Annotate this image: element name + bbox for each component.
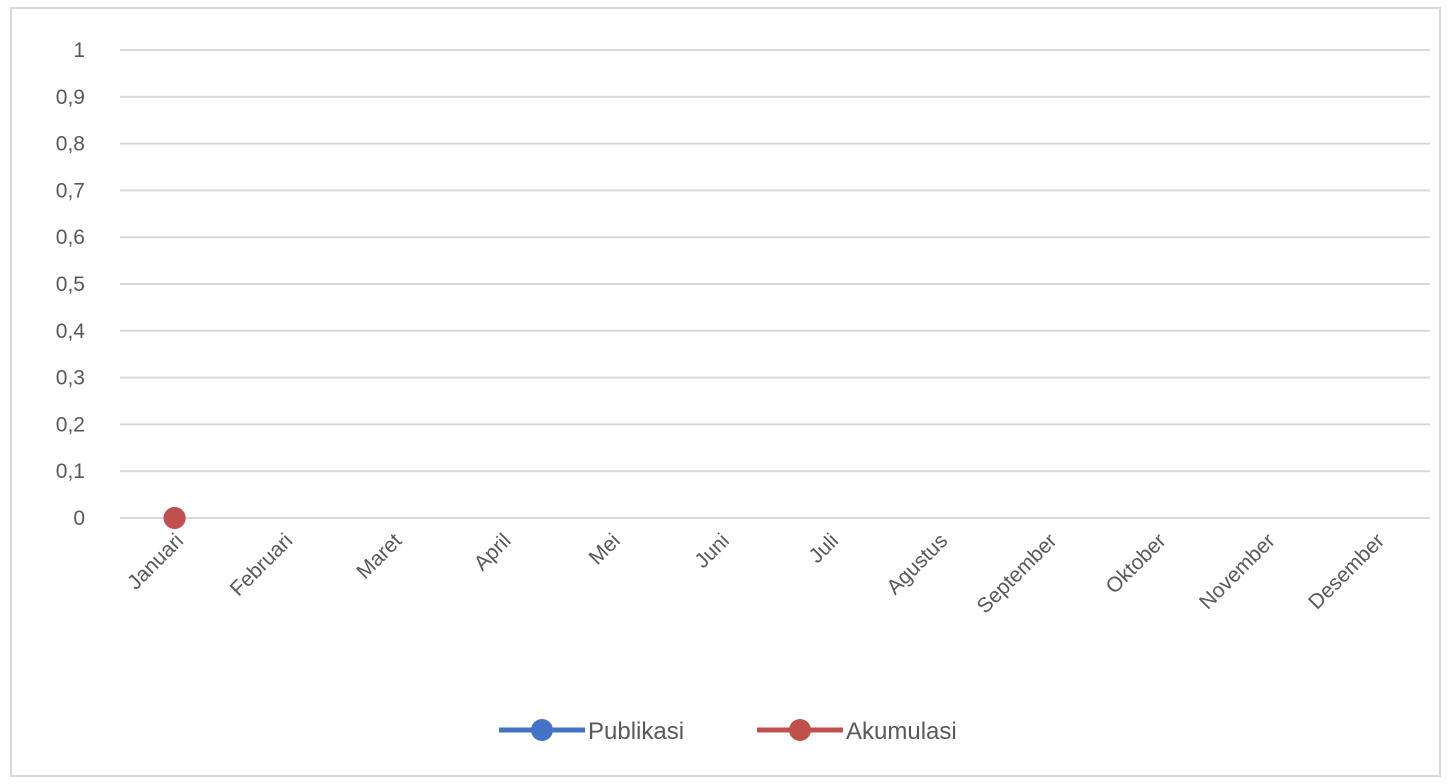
- x-tick-label: Februari: [226, 529, 298, 601]
- y-tick-label: 0,4: [56, 320, 86, 343]
- y-tick-label: 0: [73, 507, 85, 530]
- gridlines: [120, 49, 1430, 519]
- x-tick-label: Oktober: [1102, 529, 1171, 598]
- legend: Publikasi Akumulasi: [499, 718, 957, 745]
- x-axis-tick-labels: Januari Februari Maret April Mei Juni Juli Agus…: [123, 529, 1389, 618]
- y-tick-label: 0,3: [56, 367, 85, 390]
- y-tick-label: 0,6: [56, 226, 85, 249]
- x-tick-label: Agustus: [882, 529, 952, 599]
- y-tick-label: 0,5: [56, 273, 85, 296]
- x-tick-label: Januari: [123, 529, 188, 594]
- y-tick-label: 0,9: [56, 86, 85, 109]
- chart-frame: 0 0,1 0,2 0,3 0,4 0,5 0,6 0,7 0,8 0,9 1 Januari Feb…: [10, 7, 1441, 777]
- legend-label-1: Akumulasi: [846, 718, 957, 745]
- legend-marker-1: [789, 719, 811, 741]
- x-tick-label: Juni: [690, 529, 734, 573]
- x-tick-label: Desember: [1304, 529, 1389, 614]
- x-tick-label: Juli: [805, 529, 844, 568]
- line-chart: 0 0,1 0,2 0,3 0,4 0,5 0,6 0,7 0,8 0,9 1 Januari Feb…: [56, 39, 1430, 745]
- y-tick-label: 0,1: [56, 460, 85, 483]
- legend-marker-0: [531, 719, 553, 741]
- y-tick-label: 0,7: [56, 179, 85, 202]
- y-tick-label: 0,8: [56, 133, 85, 156]
- x-tick-label: September: [973, 529, 1062, 618]
- data-point: [163, 507, 186, 529]
- x-tick-label: November: [1195, 529, 1280, 614]
- x-tick-label: April: [470, 529, 516, 575]
- y-axis-tick-labels: 0 0,1 0,2 0,3 0,4 0,5 0,6 0,7 0,8 0,9 1: [56, 39, 86, 530]
- y-tick-label: 0,2: [56, 413, 85, 436]
- x-tick-label: Mei: [585, 529, 625, 569]
- legend-label-0: Publikasi: [588, 718, 684, 745]
- x-tick-label: Maret: [352, 529, 406, 583]
- series-layer: [163, 507, 186, 529]
- y-tick-label: 1: [73, 39, 85, 62]
